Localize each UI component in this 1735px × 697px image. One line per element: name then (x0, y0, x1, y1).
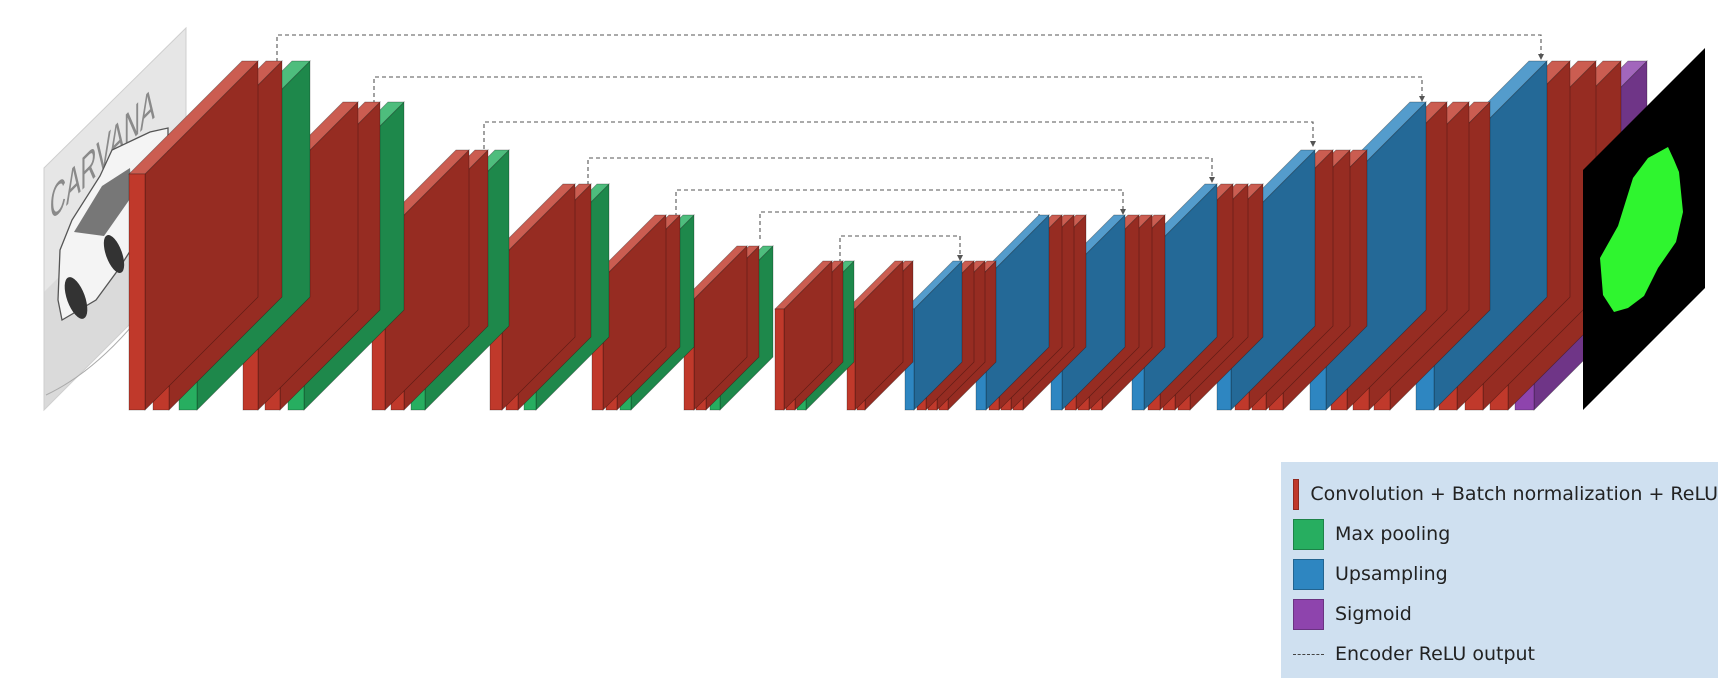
legend-swatch-pool (1293, 518, 1324, 550)
skip-connection (373, 76, 1425, 104)
legend-label-sigmoid: Sigmoid (1335, 603, 1412, 625)
legend-item-conv: Convolution + Batch normalization + ReLU (1293, 474, 1718, 514)
skip-connection (759, 211, 1042, 239)
skip-connections (276, 34, 1544, 263)
skip-connection (839, 235, 963, 263)
arrow-head-icon (1538, 54, 1544, 60)
legend-item-pool: Max pooling (1293, 514, 1718, 554)
legend: Convolution + Batch normalization + ReLU… (1281, 462, 1718, 678)
skip-connection (483, 121, 1316, 149)
legend-swatch-conv (1293, 478, 1300, 510)
arrow-head-icon (1419, 96, 1425, 102)
output-segmentation-mask (1583, 48, 1705, 410)
arrow-head-icon (957, 255, 963, 261)
legend-item-skip: Encoder ReLU output (1293, 634, 1718, 674)
legend-label-upsample: Upsampling (1335, 563, 1448, 585)
legend-label-conv: Convolution + Batch normalization + ReLU (1310, 483, 1718, 505)
arrow-head-icon (1310, 141, 1316, 147)
legend-dashed-line-icon (1293, 653, 1324, 655)
arrow-head-icon (1120, 209, 1126, 215)
conv-block (128, 60, 259, 411)
legend-swatch-upsample (1293, 558, 1324, 590)
legend-label-skip: Encoder ReLU output (1335, 643, 1536, 665)
skip-connection (587, 157, 1215, 185)
conv-block (371, 149, 470, 411)
skip-connection (675, 189, 1126, 217)
legend-item-sigmoid: Sigmoid (1293, 594, 1718, 634)
legend-item-upsample: Upsampling (1293, 554, 1718, 594)
skip-connection (276, 34, 1544, 62)
legend-label-pool: Max pooling (1335, 523, 1451, 545)
arrow-head-icon (1209, 177, 1215, 183)
conv-block (774, 260, 833, 411)
conv-block (846, 260, 904, 411)
legend-swatch-sigmoid (1293, 598, 1324, 630)
network-layers (128, 60, 1648, 411)
car-mask-icon (1600, 147, 1683, 312)
conv-block (683, 245, 748, 411)
